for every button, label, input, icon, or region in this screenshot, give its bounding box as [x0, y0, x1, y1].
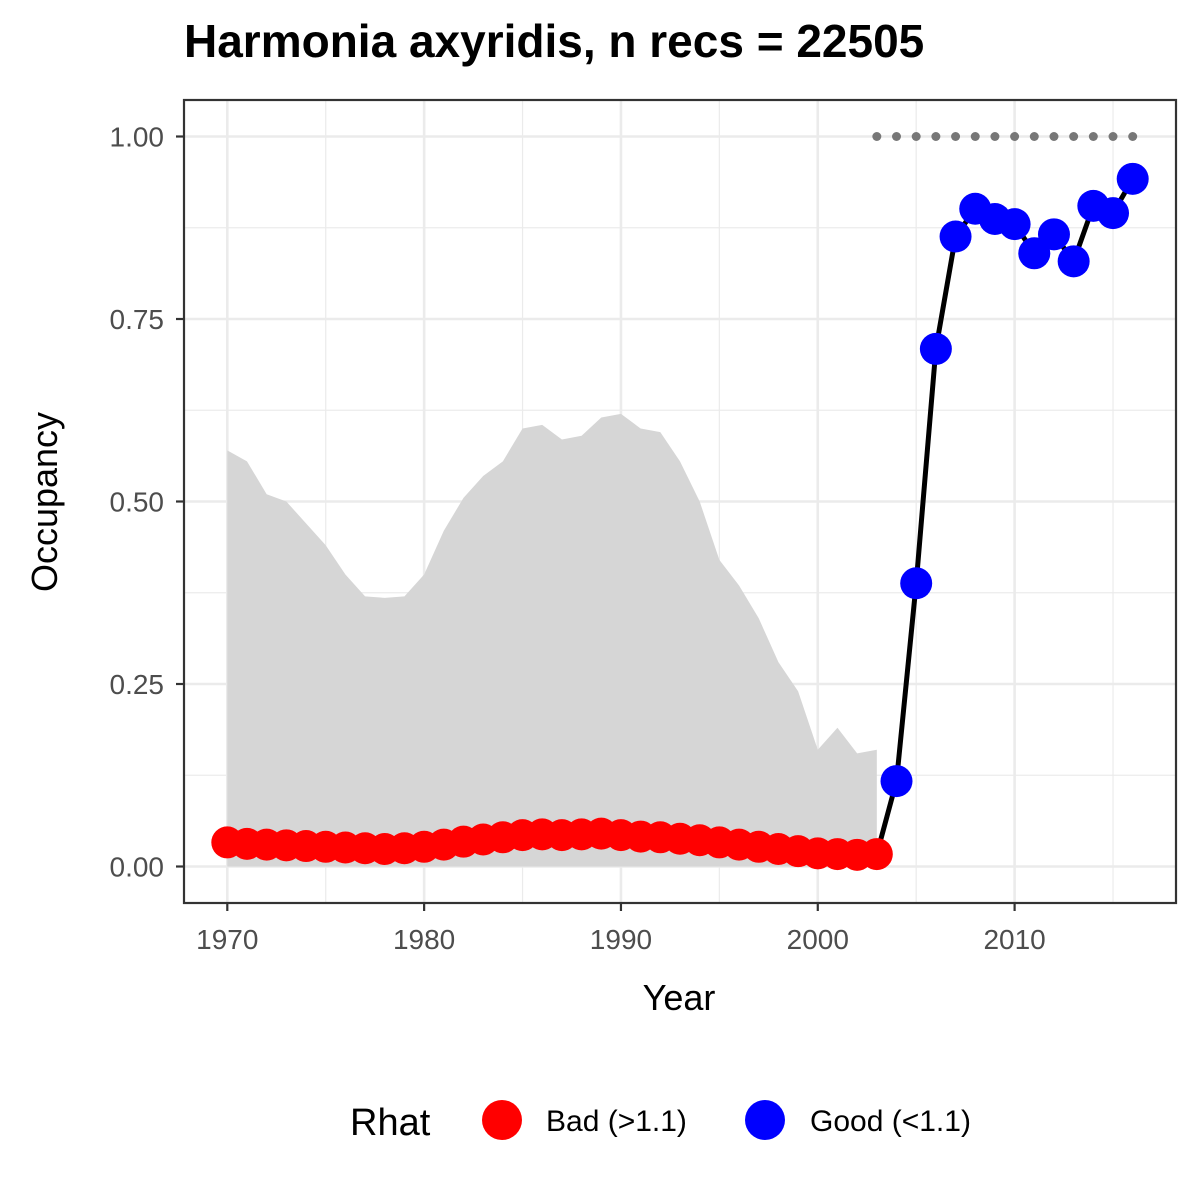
reference-dot [1049, 132, 1059, 141]
x-tick-label: 1970 [196, 924, 258, 955]
axes: 1970 1980 1990 2000 2010 0.00 0.25 0.50 0.75 1.0… [24, 122, 1046, 1019]
reference-dot [1029, 132, 1039, 141]
data-point-good [900, 567, 933, 600]
reference-dot [1069, 132, 1079, 141]
reference-dot [1108, 132, 1118, 141]
x-tick-label: 1980 [393, 924, 455, 955]
dotted-reference-line [872, 132, 1138, 141]
trend-line [874, 177, 1135, 855]
data-point-good [880, 765, 913, 798]
legend-label-good: Good (<1.1) [810, 1105, 971, 1138]
data-point-good [939, 220, 972, 253]
reference-dot [1010, 132, 1020, 141]
data-point-good [1057, 245, 1090, 278]
reference-dot [951, 132, 961, 141]
y-tick-label: 0.75 [110, 304, 165, 335]
reference-dot [872, 132, 882, 141]
y-tick-label: 0.50 [110, 487, 165, 518]
reference-dot [1128, 132, 1138, 141]
y-axis-title: Occupancy [24, 412, 65, 592]
legend-key-bad [482, 1100, 522, 1140]
data-point-good [1018, 237, 1051, 270]
reference-dot [911, 132, 921, 141]
y-tick-label: 0.00 [110, 852, 165, 883]
chart-title: Harmonia axyridis, n recs = 22505 [184, 15, 925, 67]
legend: Rhat Bad (>1.1) Good (<1.1) [350, 1100, 971, 1144]
data-points [211, 162, 1149, 871]
reference-dot [931, 132, 941, 141]
reference-dot [970, 132, 980, 141]
data-point-good [998, 208, 1031, 241]
confidence-ribbon [227, 413, 877, 867]
y-tick-label: 0.25 [110, 669, 165, 700]
x-axis-title: Year [643, 977, 716, 1018]
legend-title: Rhat [350, 1102, 431, 1144]
data-point-good [919, 332, 952, 365]
reference-dot [990, 132, 1000, 141]
data-point-good [1097, 197, 1130, 230]
occupancy-trend-line [874, 177, 1135, 855]
data-point-good [1116, 162, 1149, 195]
x-tick-label: 2000 [787, 924, 849, 955]
x-tick-label: 1990 [590, 924, 652, 955]
data-point-good [1037, 218, 1070, 251]
reference-dot [892, 132, 902, 141]
x-tick-label: 2010 [983, 924, 1045, 955]
y-tick-label: 1.00 [110, 122, 165, 153]
y-axis: 0.00 0.25 0.50 0.75 1.00 [110, 122, 184, 883]
ci-ribbon-area [227, 413, 877, 867]
legend-key-good [745, 1100, 785, 1140]
legend-label-bad: Bad (>1.1) [546, 1105, 687, 1138]
x-axis: 1970 1980 1990 2000 2010 [196, 903, 1046, 955]
reference-dot [1088, 132, 1098, 141]
data-point-bad [860, 838, 893, 871]
